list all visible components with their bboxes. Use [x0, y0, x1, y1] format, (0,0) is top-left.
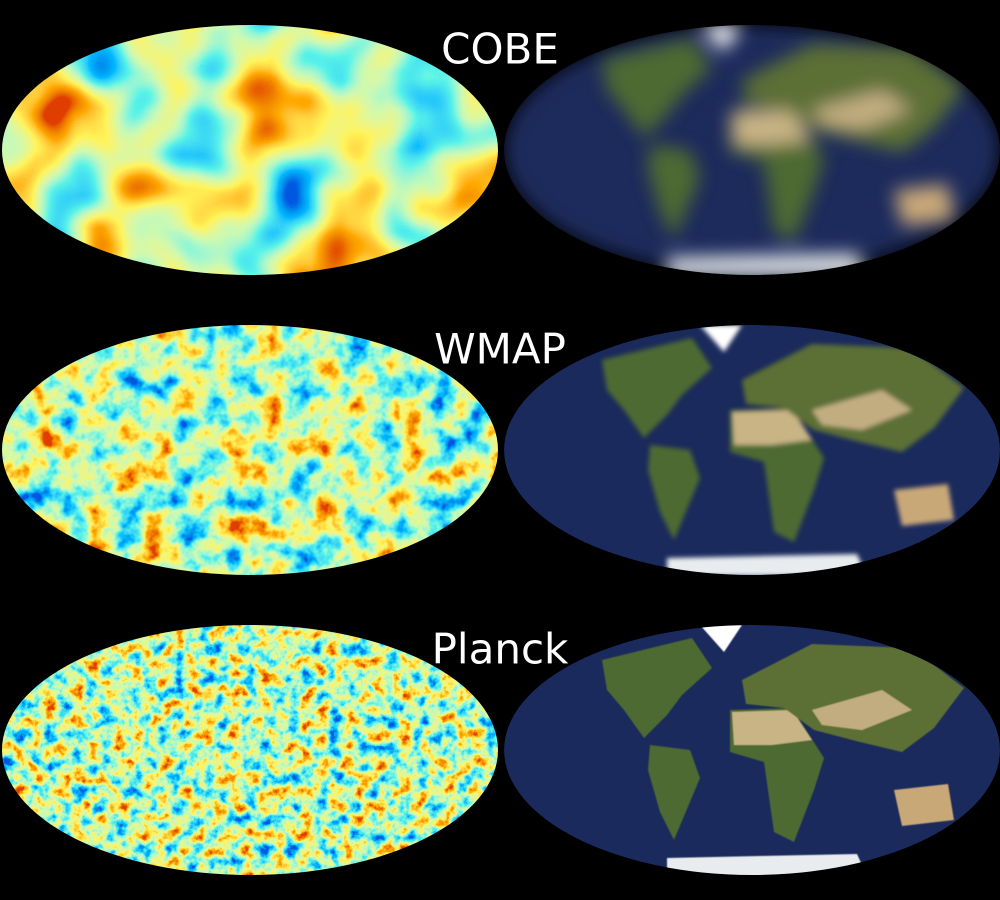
- continent: [700, 625, 742, 652]
- continent: [894, 784, 954, 826]
- continents: [602, 625, 964, 875]
- continent: [732, 110, 812, 145]
- continent: [648, 745, 700, 840]
- cmb-map: [2, 325, 498, 575]
- continent: [742, 644, 964, 752]
- panel-label: WMAP: [434, 325, 566, 374]
- cmb-map: [2, 25, 498, 275]
- continent: [700, 25, 742, 52]
- continent: [894, 184, 954, 226]
- earth-map: [504, 625, 1000, 875]
- continent: [667, 854, 867, 875]
- continent: [602, 338, 712, 438]
- continent: [648, 445, 700, 540]
- continent: [894, 484, 954, 526]
- continent: [812, 390, 912, 430]
- cmb-texture: [2, 625, 498, 875]
- continent: [812, 690, 912, 730]
- continent: [648, 145, 700, 240]
- continents: [602, 25, 964, 275]
- continent: [602, 638, 712, 738]
- continent: [742, 344, 964, 452]
- continent: [812, 90, 912, 130]
- cmb-map: [2, 625, 498, 875]
- earth-map: [504, 325, 1000, 575]
- continent: [602, 38, 712, 138]
- continent: [700, 325, 742, 352]
- earth-map: [504, 25, 1000, 275]
- continents: [602, 325, 964, 575]
- panel-label: COBE: [441, 25, 559, 74]
- continent: [732, 710, 812, 745]
- continent: [667, 254, 867, 275]
- cmb-texture: [2, 325, 498, 575]
- continent: [732, 410, 812, 445]
- cmb-texture: [2, 25, 498, 275]
- continent: [667, 554, 867, 575]
- panel-label: Planck: [432, 625, 569, 674]
- continent: [742, 44, 964, 152]
